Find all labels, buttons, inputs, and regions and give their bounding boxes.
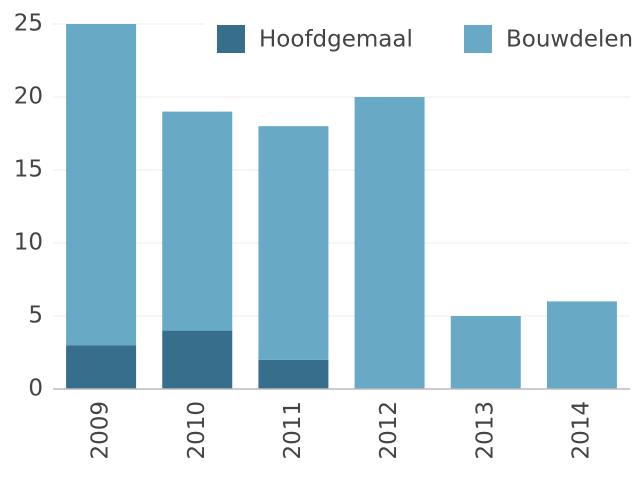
x-tick-label: 2012 — [376, 401, 402, 460]
bar-segment — [546, 301, 617, 389]
bar-segment — [354, 97, 425, 389]
bar-segment — [258, 126, 329, 360]
y-tick-label: 10 — [14, 230, 43, 256]
x-tick-label: 2009 — [88, 401, 114, 460]
y-tick-label: 0 — [28, 376, 43, 402]
y-tick-label: 15 — [14, 157, 43, 183]
legend-swatch — [217, 25, 245, 53]
legend-swatch — [464, 25, 492, 53]
y-tick-label: 5 — [28, 303, 43, 329]
bar-segment — [66, 345, 137, 389]
bar-segment — [450, 316, 521, 389]
legend-label: Bouwdelen — [506, 27, 633, 53]
bar-segment — [66, 24, 137, 346]
bar-segment — [258, 359, 329, 389]
bar-segment — [162, 111, 233, 331]
x-tick-label: 2010 — [184, 401, 210, 460]
bar-segment — [162, 330, 233, 389]
legend-background — [205, 10, 630, 68]
legend: Hoofdgemaal Bouwdelen — [205, 10, 633, 68]
y-tick-label: 25 — [14, 11, 43, 37]
x-tick-label: 2011 — [280, 401, 306, 460]
x-tick-label: 2014 — [568, 401, 594, 460]
legend-label: Hoofdgemaal — [259, 27, 413, 53]
y-tick-label: 20 — [14, 84, 43, 110]
x-tick-label: 2013 — [472, 401, 498, 460]
